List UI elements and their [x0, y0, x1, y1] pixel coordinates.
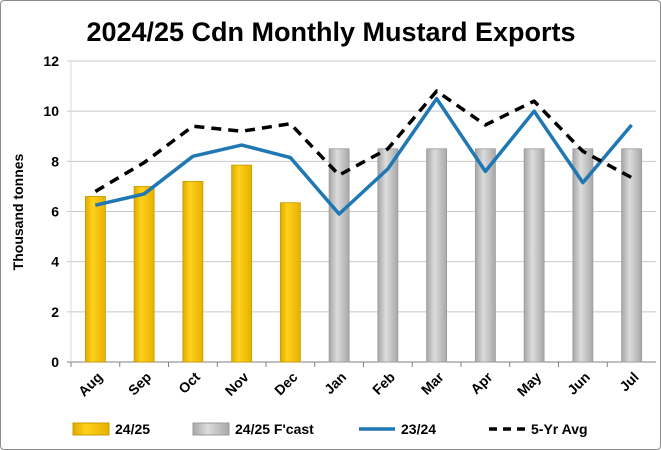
bar-24/25 — [182, 180, 204, 363]
legend-swatch — [72, 422, 110, 436]
y-tick-label: 2 — [51, 304, 59, 320]
bar-24/25 — [84, 196, 106, 363]
y-axis-label: Thousand tonnes — [10, 153, 26, 270]
legend-label: 24/25 F'cast — [235, 421, 314, 437]
x-tick-label: Dec — [271, 369, 301, 399]
x-tick-label: May — [514, 369, 545, 400]
x-tick-label: Jul — [616, 369, 642, 395]
y-tick-label: 8 — [51, 153, 59, 169]
x-tick-label: Mar — [418, 368, 447, 397]
bar-24/25 F'cast — [328, 148, 350, 363]
x-tick-label: Feb — [369, 369, 398, 398]
x-tick-label: Aug — [75, 369, 106, 400]
chart-title: 2024/25 Cdn Monthly Mustard Exports — [86, 17, 575, 47]
x-tick-label: Jun — [564, 369, 593, 398]
y-tick-label: 12 — [43, 53, 59, 69]
x-tick-label: Sep — [125, 369, 154, 398]
bar-24/25 F'cast — [474, 148, 496, 363]
bar-24/25 F'cast — [377, 148, 399, 363]
bar-24/25 — [231, 164, 253, 363]
y-tick-label: 10 — [43, 103, 59, 119]
x-tick-label: Oct — [175, 369, 203, 397]
x-tick-label: Nov — [222, 369, 252, 399]
y-tick-label: 4 — [51, 254, 59, 270]
bar-24/25 F'cast — [621, 148, 643, 363]
line-23/24 — [94, 96, 633, 216]
legend-label: 23/24 — [401, 421, 436, 437]
x-tick-label: Apr — [467, 368, 496, 397]
line-5-Yr Avg — [94, 89, 633, 193]
x-tick-label: Jan — [321, 369, 349, 397]
bar-24/25 F'cast — [426, 148, 448, 363]
legend-label: 5-Yr Avg — [531, 421, 588, 437]
bar-24/25 — [279, 202, 301, 363]
bar-24/25 — [133, 186, 155, 363]
bar-24/25 F'cast — [523, 148, 545, 363]
y-tick-label: 0 — [51, 354, 59, 370]
legend-swatch — [192, 422, 230, 436]
y-tick-label: 6 — [51, 204, 59, 220]
legend-label: 24/25 — [115, 421, 150, 437]
